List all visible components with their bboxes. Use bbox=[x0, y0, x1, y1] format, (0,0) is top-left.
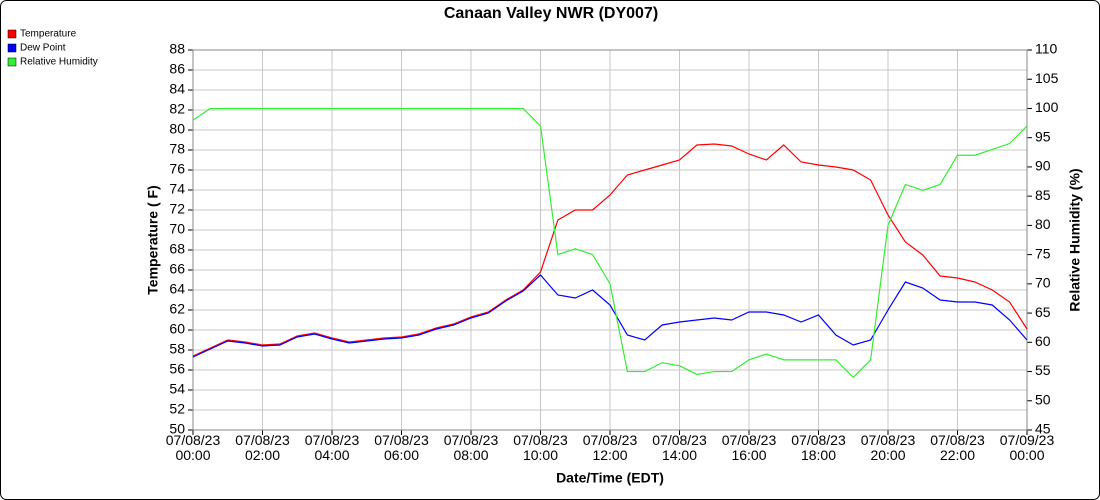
legend-swatch bbox=[7, 29, 17, 39]
y-tick-label: 86 bbox=[169, 61, 185, 77]
y-tick-label: 84 bbox=[169, 81, 185, 97]
y-tick-label: 68 bbox=[169, 241, 185, 257]
x-tick-label: 07/08/23 02:00 bbox=[235, 432, 290, 463]
y2-tick-label: 110 bbox=[1035, 41, 1058, 57]
y2-tick-label: 50 bbox=[1035, 391, 1051, 407]
y-tick-label: 82 bbox=[169, 101, 185, 117]
y-tick-label: 74 bbox=[169, 181, 185, 197]
y-tick-label: 78 bbox=[169, 141, 185, 157]
y-tick-label: 50 bbox=[169, 421, 185, 437]
y-tick-label: 52 bbox=[169, 401, 185, 417]
y2-tick-label: 90 bbox=[1035, 158, 1051, 174]
x-tick-label: 07/08/23 12:00 bbox=[582, 432, 638, 463]
y2-tick-label: 55 bbox=[1035, 362, 1051, 378]
legend-label: Dew Point bbox=[20, 43, 66, 54]
x-tick-label: 07/08/23 00:00 bbox=[165, 432, 221, 463]
y2-tick-label: 105 bbox=[1035, 70, 1059, 86]
x-tick-label: 07/08/23 08:00 bbox=[443, 432, 499, 463]
y-tick-label: 70 bbox=[169, 221, 185, 237]
y-tick-label: 58 bbox=[169, 341, 185, 357]
legend-label: Temperature bbox=[20, 29, 77, 40]
x-tick-label: 07/08/23 16:00 bbox=[721, 432, 777, 463]
y2-tick-label: 100 bbox=[1035, 99, 1059, 115]
y2-tick-label: 70 bbox=[1035, 275, 1051, 291]
y-tick-label: 64 bbox=[169, 281, 185, 297]
x-tick-label: 07/08/23 04:00 bbox=[304, 432, 360, 463]
chart-title: Canaan Valley NWR (DY007) bbox=[444, 5, 658, 22]
x-tick-label: 07/08/23 10:00 bbox=[513, 432, 568, 463]
x-tick-label: 07/08/23 18:00 bbox=[791, 432, 846, 463]
plot-border bbox=[192, 49, 1028, 431]
y2-tick-label: 95 bbox=[1035, 128, 1051, 144]
x-tick-label: 07/08/23 20:00 bbox=[860, 432, 916, 463]
series-line bbox=[192, 107, 1028, 379]
x-tick-label: 07/08/23 22:00 bbox=[930, 432, 985, 463]
y-tick-label: 54 bbox=[169, 381, 185, 397]
series-line bbox=[192, 143, 1028, 357]
y-tick-label: 72 bbox=[169, 201, 185, 217]
y2-tick-label: 65 bbox=[1035, 304, 1051, 320]
legend-swatch bbox=[7, 43, 17, 53]
y-tick-label: 76 bbox=[169, 161, 185, 177]
y-axis-label: Temperature ( F) bbox=[145, 185, 161, 294]
series-line bbox=[192, 274, 1028, 358]
x-tick-label: 07/08/23 14:00 bbox=[652, 432, 707, 463]
y-tick-label: 62 bbox=[169, 301, 185, 317]
y-tick-label: 66 bbox=[169, 261, 185, 277]
y2-tick-label: 85 bbox=[1035, 187, 1051, 203]
y-tick-label: 88 bbox=[169, 41, 185, 57]
x-tick-label: 07/09/23 00:00 bbox=[999, 432, 1055, 463]
legend-swatch bbox=[7, 57, 17, 67]
legend-label: Relative Humidity bbox=[20, 57, 98, 68]
x-axis-label: Date/Time (EDT) bbox=[556, 470, 664, 486]
y2-axis-label: Relative Humidity (%) bbox=[1067, 168, 1083, 311]
y-tick-label: 56 bbox=[169, 361, 185, 377]
y2-tick-label: 45 bbox=[1035, 421, 1051, 437]
y2-tick-label: 60 bbox=[1035, 333, 1051, 349]
x-tick-label: 07/08/23 06:00 bbox=[374, 432, 429, 463]
y2-tick-label: 80 bbox=[1035, 216, 1051, 232]
y2-tick-label: 75 bbox=[1035, 245, 1051, 261]
y-tick-label: 60 bbox=[169, 321, 185, 337]
y-tick-label: 80 bbox=[169, 121, 185, 137]
